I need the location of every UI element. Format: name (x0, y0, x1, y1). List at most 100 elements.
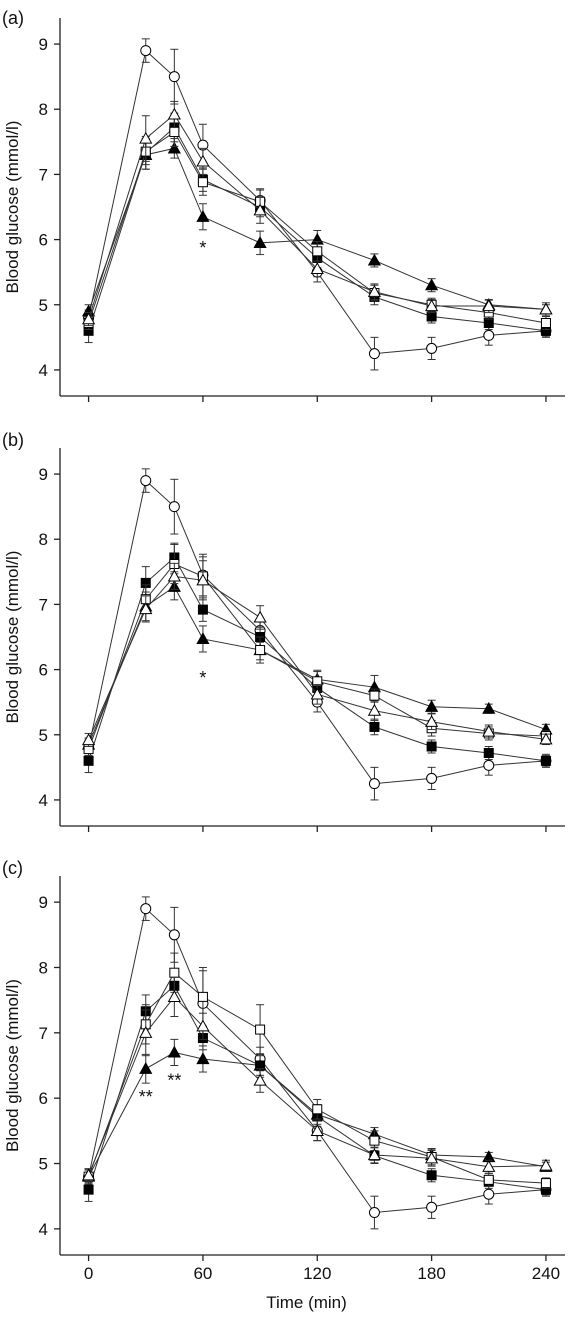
data-point-open-square (369, 1135, 380, 1146)
data-point-open-circle (168, 501, 180, 513)
data-point-open-circle (368, 778, 380, 790)
panel-c: (c) 4 5 6 7 8 9 0 60 120 180 240 Blood glucose (mmol… (2, 858, 565, 1312)
data-point-filled-triangle (482, 701, 496, 714)
series-filled-triangle (81, 138, 553, 319)
data-point-open-triangle (367, 284, 382, 297)
data-point-open-triangle (539, 732, 553, 745)
series-open-triangle (81, 100, 553, 327)
significance-marker: ** (139, 1087, 153, 1107)
series-line (88, 131, 547, 324)
data-point-open-triangle (367, 1148, 382, 1161)
data-point-filled-triangle (167, 141, 181, 154)
data-point-open-square (312, 1104, 323, 1115)
data-point-filled-triangle (196, 632, 210, 645)
data-point-filled-square (426, 311, 437, 322)
data-point-filled-square (426, 1170, 437, 1181)
panel-label: (a) (2, 8, 24, 28)
y-tick-label: 4 (39, 361, 48, 380)
data-point-open-triangle (310, 687, 324, 700)
series-line (88, 126, 547, 332)
y-tick-label: 9 (39, 465, 48, 484)
data-point-open-triangle (139, 1026, 153, 1038)
y-tick-label: 4 (39, 791, 48, 810)
data-point-open-triangle (196, 573, 210, 586)
series-filled-square (83, 542, 551, 774)
significance-marker: * (199, 668, 206, 688)
y-tick-label: 5 (39, 726, 48, 745)
data-point-open-circle (168, 71, 180, 83)
data-point-open-circle (168, 929, 180, 941)
data-point-open-square (540, 1178, 551, 1189)
x-tick-label: 120 (303, 1264, 331, 1283)
data-point-open-circle (426, 772, 438, 784)
data-point-open-circle (483, 759, 495, 771)
data-point-open-square (197, 177, 208, 188)
y-tick-label: 6 (39, 231, 48, 250)
series-line (88, 563, 546, 750)
data-point-open-triangle (310, 1124, 324, 1136)
data-point-open-circle (426, 342, 438, 354)
data-point-filled-square (197, 604, 208, 615)
y-tick-label: 5 (39, 1155, 48, 1174)
series-line (88, 147, 546, 312)
data-point-open-triangle (167, 107, 181, 120)
data-point-open-circle (368, 348, 380, 360)
y-tick-label: 8 (39, 530, 48, 549)
series-open-square (83, 117, 551, 331)
data-point-open-circle (140, 475, 152, 487)
series-line (88, 996, 546, 1176)
data-point-filled-triangle (196, 1052, 210, 1065)
data-point-filled-triangle (196, 209, 210, 222)
data-point-open-square (255, 1024, 266, 1035)
y-tick-label: 6 (39, 661, 48, 680)
data-point-open-triangle (253, 203, 267, 216)
data-point-filled-square (540, 755, 551, 766)
data-point-open-square (483, 1174, 494, 1185)
data-point-open-triangle (539, 1158, 553, 1171)
y-tick-label: 9 (39, 893, 48, 912)
data-point-filled-square (426, 741, 437, 752)
data-point-open-triangle (81, 312, 96, 325)
data-point-open-triangle (539, 302, 553, 315)
panel-label: (b) (2, 430, 24, 450)
series-line (88, 971, 546, 1184)
series-open-circle (83, 896, 552, 1230)
data-point-filled-square (483, 318, 494, 329)
series-filled-square (83, 970, 551, 1202)
data-point-open-triangle (253, 1073, 267, 1086)
data-point-open-triangle (482, 299, 496, 312)
x-tick-label: 60 (193, 1264, 212, 1283)
data-point-open-triangle (139, 602, 153, 615)
series-line (88, 479, 546, 785)
data-point-filled-square (369, 721, 380, 732)
data-point-open-circle (368, 1207, 380, 1219)
data-point-open-triangle (196, 154, 210, 167)
data-point-open-square (540, 318, 551, 329)
data-point-open-circle (140, 903, 152, 915)
series-open-circle (83, 468, 552, 801)
y-tick-label: 4 (39, 1220, 48, 1239)
series-open-circle (83, 38, 552, 371)
series-open-square (83, 952, 551, 1189)
data-point-open-triangle (367, 703, 382, 716)
y-tick-label: 5 (39, 296, 48, 315)
series-open-triangle (81, 976, 553, 1183)
data-point-open-circle (483, 1188, 495, 1200)
significance-marker: ** (167, 1071, 181, 1091)
data-point-open-square (197, 991, 208, 1002)
data-point-filled-triangle (139, 1061, 153, 1074)
data-point-open-square (369, 690, 380, 701)
y-axis-label: Blood glucose (mmol/l) (3, 979, 22, 1152)
data-point-open-circle (426, 1201, 438, 1213)
series-line (88, 984, 547, 1191)
series-line (88, 1051, 547, 1177)
x-tick-label: 240 (532, 1264, 560, 1283)
data-point-filled-triangle (253, 236, 267, 248)
data-point-filled-square (483, 748, 494, 759)
y-tick-label: 9 (39, 35, 48, 54)
y-tick-label: 8 (39, 958, 48, 977)
data-point-open-circle (483, 329, 495, 341)
data-point-filled-square (83, 755, 94, 766)
